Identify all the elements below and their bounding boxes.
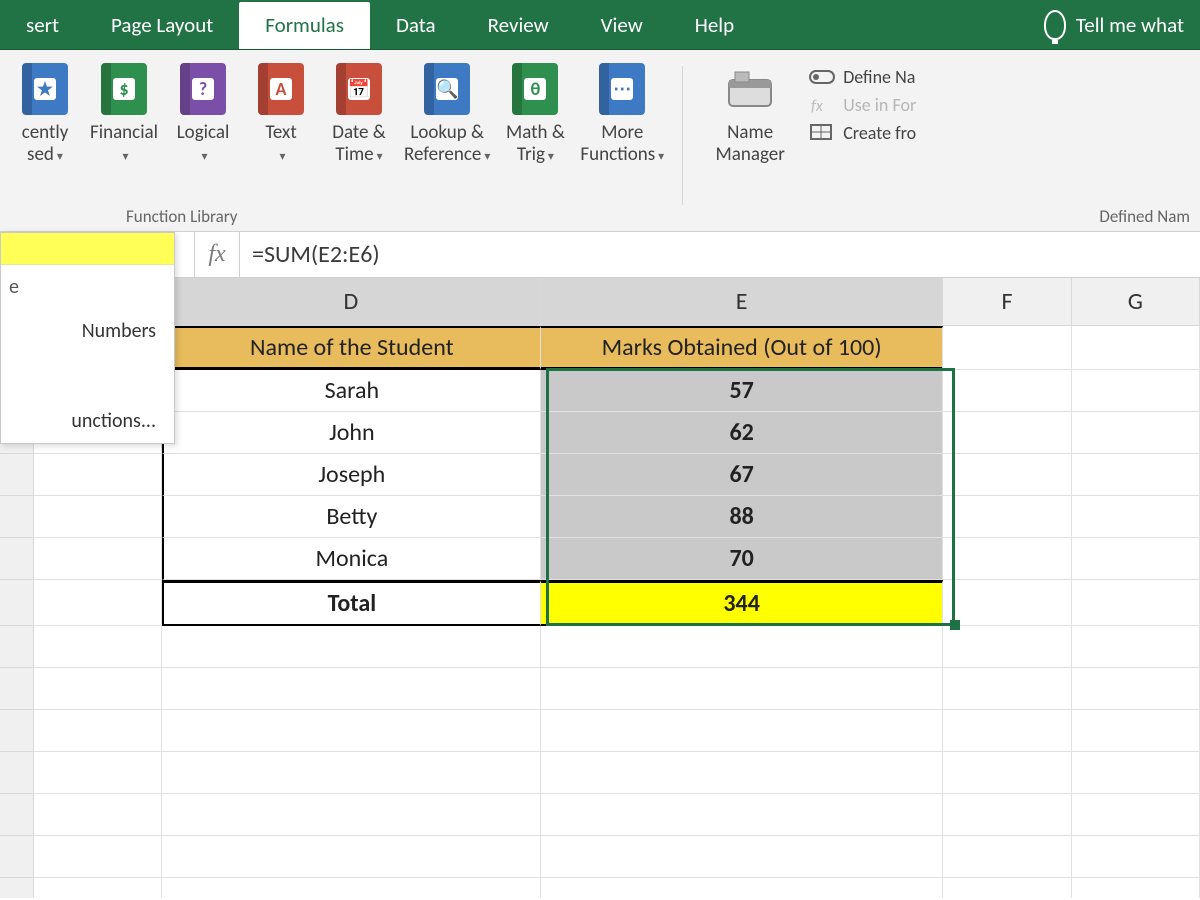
tell-me-search[interactable]: Tell me what bbox=[1014, 0, 1200, 49]
date-time-button[interactable]: 📅Date &Time bbox=[320, 60, 398, 166]
tell-me-label: Tell me what bbox=[1076, 12, 1184, 38]
tab-data[interactable]: Data bbox=[370, 0, 462, 49]
grid-body[interactable]: Name of the Student Marks Obtained (Out … bbox=[0, 326, 1200, 898]
col-header-g[interactable]: G bbox=[1072, 278, 1200, 326]
group-defined-names: Name Manager Define Na fx Use in For bbox=[689, 60, 1200, 231]
column-headers: D E F G bbox=[0, 278, 1200, 326]
tab-help[interactable]: Help bbox=[669, 0, 760, 49]
table-header-name[interactable]: Name of the Student bbox=[162, 326, 541, 370]
fx-icon[interactable]: fx bbox=[195, 241, 239, 268]
autosum-item-numbers[interactable]: Numbers bbox=[1, 309, 174, 353]
table-row[interactable]: John bbox=[162, 412, 541, 454]
name-manager-label: Name Manager bbox=[716, 122, 785, 166]
define-name-button[interactable]: Define Na bbox=[809, 66, 916, 88]
table-row[interactable]: 62 bbox=[541, 412, 944, 454]
autosum-item-more-functions[interactable]: unctions... bbox=[1, 399, 174, 443]
group-label-function-library: Function Library bbox=[6, 204, 670, 231]
more-fns-button[interactable]: ⋯MoreFunctions bbox=[574, 60, 670, 166]
lookup-ref-icon: 🔍 bbox=[420, 62, 474, 116]
use-in-formula-icon: fx bbox=[809, 95, 835, 115]
define-name-icon bbox=[809, 67, 835, 87]
group-label-defined-names: Defined Nam bbox=[695, 204, 1194, 231]
logical-icon: ? bbox=[176, 62, 230, 116]
tab-view[interactable]: View bbox=[575, 0, 669, 49]
table-row[interactable]: 67 bbox=[541, 454, 944, 496]
ribbon-tabs: sert Page Layout Formulas Data Review Vi… bbox=[0, 0, 1200, 50]
col-header-e[interactable]: E bbox=[541, 278, 944, 326]
defined-names-list: Define Na fx Use in For Create fro bbox=[805, 60, 916, 144]
lookup-ref-button[interactable]: 🔍Lookup &Reference bbox=[398, 60, 496, 166]
logical-button[interactable]: ?Logical bbox=[164, 60, 242, 166]
math-trig-icon: θ bbox=[508, 62, 562, 116]
tab-insert[interactable]: sert bbox=[0, 0, 85, 49]
table-row[interactable]: 57 bbox=[541, 370, 944, 412]
table-row[interactable]: 70 bbox=[541, 538, 944, 580]
financial-icon: $ bbox=[97, 62, 151, 116]
table-row[interactable]: 88 bbox=[541, 496, 944, 538]
col-header-d[interactable]: D bbox=[162, 278, 541, 326]
use-in-formula-button[interactable]: fx Use in For bbox=[809, 94, 916, 116]
create-from-selection-icon bbox=[809, 123, 835, 143]
table-total-value[interactable]: 344 bbox=[541, 580, 944, 626]
autosum-highlight-row[interactable] bbox=[1, 233, 174, 265]
group-function-library: ★centlysed$Financial?LogicalAText📅Date &… bbox=[0, 60, 676, 231]
table-row[interactable]: Sarah bbox=[162, 370, 541, 412]
formula-input[interactable]: =SUM(E2:E6) bbox=[239, 232, 1200, 277]
financial-button[interactable]: $Financial bbox=[84, 60, 164, 166]
ribbon-formulas: ★centlysed$Financial?LogicalAText📅Date &… bbox=[0, 50, 1200, 232]
recently-used-icon: ★ bbox=[18, 62, 72, 116]
date-time-icon: 📅 bbox=[332, 62, 386, 116]
text-icon: A bbox=[254, 62, 308, 116]
text-button[interactable]: AText bbox=[242, 60, 320, 166]
autosum-item[interactable]: e bbox=[1, 265, 174, 309]
worksheet[interactable]: D E F G Name of the Student Marks Obtain… bbox=[0, 278, 1200, 898]
more-fns-icon: ⋯ bbox=[595, 62, 649, 116]
table-total-label[interactable]: Total bbox=[162, 580, 541, 626]
table-row[interactable]: Joseph bbox=[162, 454, 541, 496]
name-manager-button[interactable]: Name Manager bbox=[695, 60, 805, 166]
tab-review[interactable]: Review bbox=[462, 0, 575, 49]
ribbon-separator bbox=[682, 66, 683, 205]
autosum-dropdown[interactable]: e Numbers unctions... bbox=[0, 232, 175, 444]
selection-fill-handle[interactable] bbox=[950, 620, 960, 630]
tab-page-layout[interactable]: Page Layout bbox=[85, 0, 239, 49]
table-row[interactable]: Monica bbox=[162, 538, 541, 580]
recently-used-button[interactable]: ★centlysed bbox=[6, 60, 84, 166]
svg-text:fx: fx bbox=[811, 97, 824, 115]
lightbulb-icon bbox=[1044, 10, 1066, 40]
table-row[interactable]: Betty bbox=[162, 496, 541, 538]
tab-formulas[interactable]: Formulas bbox=[239, 2, 370, 49]
col-header-f[interactable]: F bbox=[943, 278, 1071, 326]
create-from-selection-button[interactable]: Create fro bbox=[809, 122, 916, 144]
table-header-marks[interactable]: Marks Obtained (Out of 100) bbox=[541, 326, 944, 370]
formula-bar: fx =SUM(E2:E6) bbox=[0, 232, 1200, 278]
math-trig-button[interactable]: θMath &Trig bbox=[496, 60, 574, 166]
name-manager-icon bbox=[723, 62, 777, 116]
